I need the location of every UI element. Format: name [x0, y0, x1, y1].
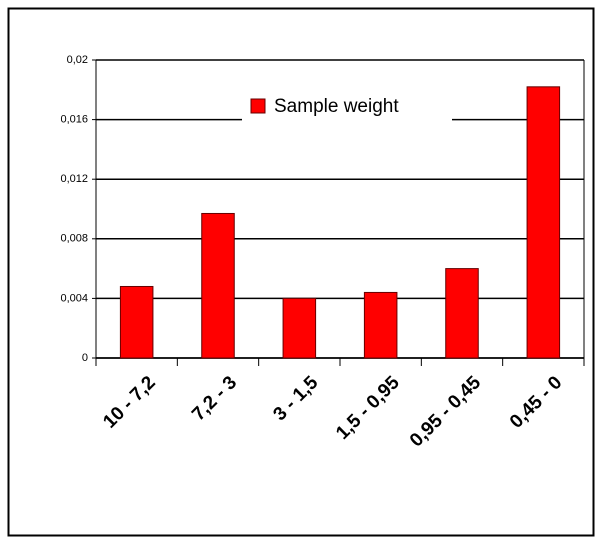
legend-swatch	[250, 98, 266, 114]
y-tick-label: 0,004	[60, 292, 88, 304]
y-tick-label: 0,02	[67, 54, 88, 66]
legend-label: Sample weight	[274, 96, 399, 117]
bar	[445, 268, 479, 359]
y-tick-label: 0,016	[60, 114, 88, 126]
bar	[526, 86, 561, 359]
legend-box	[242, 90, 452, 122]
bar	[282, 297, 317, 359]
y-tick-label: 0,012	[60, 173, 88, 185]
bar	[201, 212, 235, 359]
bar	[119, 285, 154, 359]
bar	[363, 291, 398, 359]
y-tick-label: 0	[82, 352, 88, 364]
y-tick-label: 0,008	[60, 233, 88, 245]
